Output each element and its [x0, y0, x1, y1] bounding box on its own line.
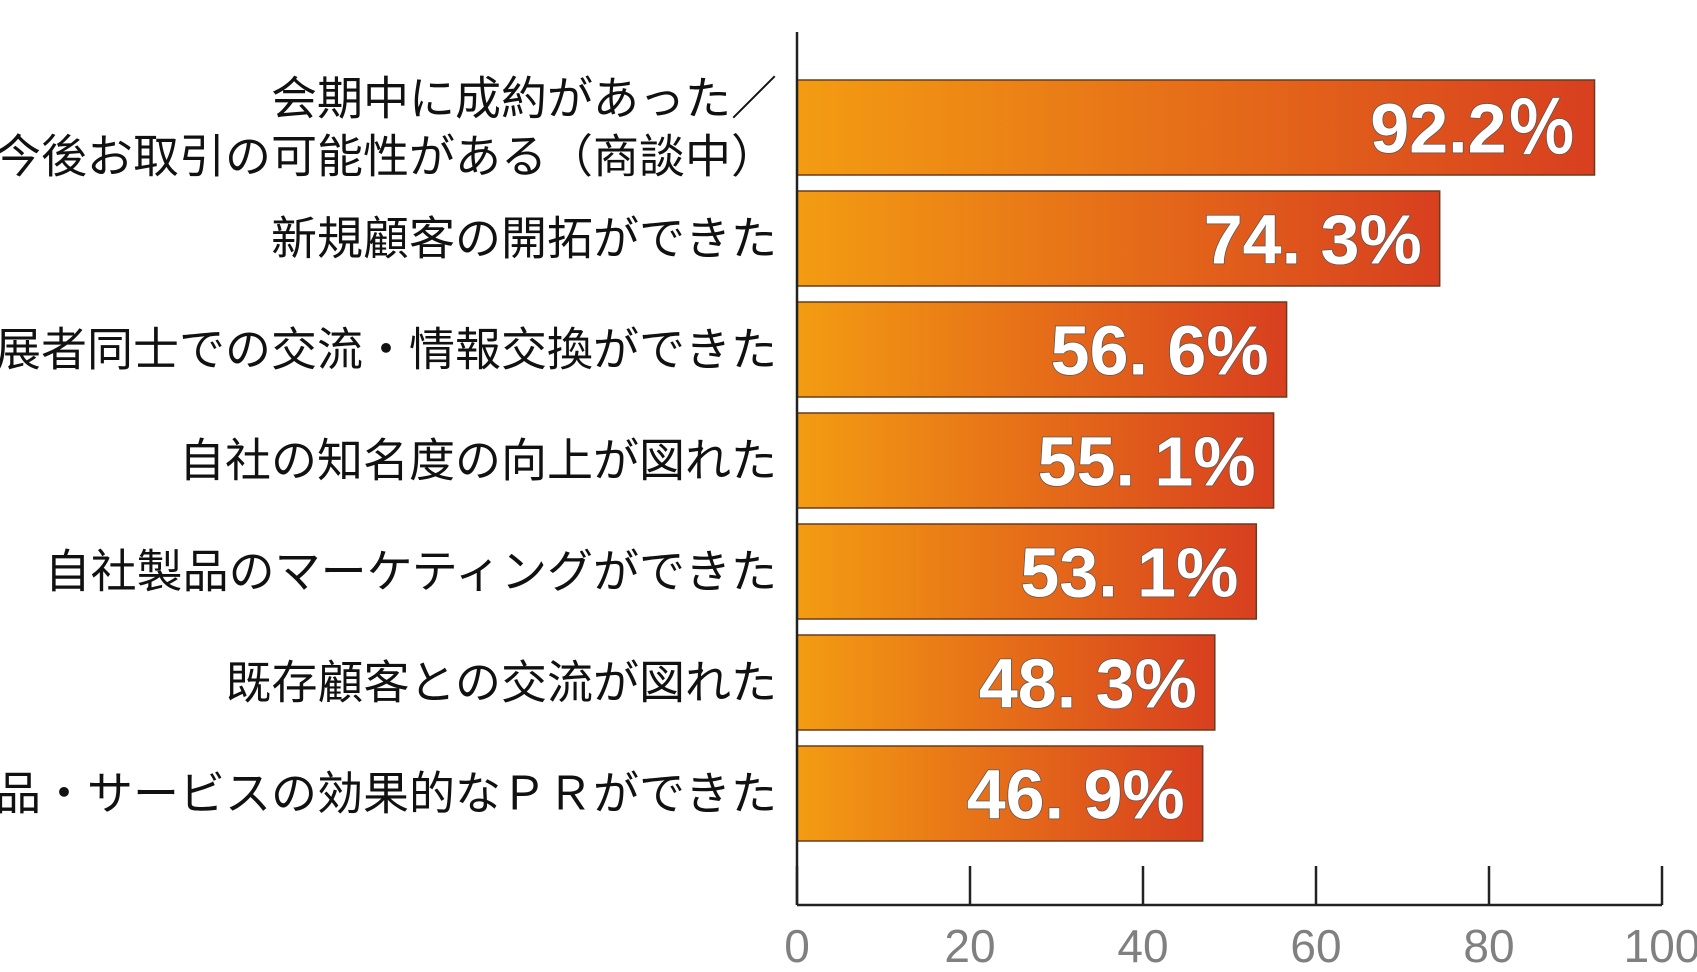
- data-label-4: 53. 1%: [1020, 534, 1238, 612]
- bar-3: [796, 412, 1275, 509]
- category-label-0: 会期中に成約があった／今後お取引の可能性がある（商談中）: [0, 72, 777, 184]
- category-label-5: 既存顧客との交流が図れた: [225, 656, 777, 710]
- data-label-3: 55. 1%: [1038, 423, 1256, 501]
- category-label-4: 自社製品のマーケティングができた: [45, 545, 777, 599]
- bar-6: [796, 745, 1204, 842]
- category-label-3: 自社の知名度の向上が図れた: [179, 434, 777, 488]
- bar-1: [796, 190, 1441, 287]
- data-label-5: 48. 3%: [979, 645, 1197, 723]
- category-label-6: 新商品・サービスの効果的なＰＲができた: [0, 767, 777, 821]
- bar-2: [796, 301, 1288, 398]
- data-label-6: 46. 9%: [967, 756, 1185, 834]
- data-label-2: 56. 6%: [1051, 312, 1269, 390]
- bar-0: [796, 79, 1596, 176]
- x-tick-label-2: 40: [1117, 920, 1168, 972]
- bar-5: [796, 634, 1216, 731]
- x-tick-label-0: 0: [784, 920, 810, 972]
- data-label-1: 74. 3%: [1204, 201, 1422, 279]
- x-tick-label-4: 80: [1463, 920, 1514, 972]
- x-tick-label-3: 60: [1290, 920, 1341, 972]
- bar-4: [796, 523, 1258, 620]
- category-label-1: 新規顧客の開拓ができた: [271, 212, 777, 266]
- data-label-0: 92.2％: [1370, 90, 1576, 168]
- category-label-2: 出展者同士での交流・情報交換ができた: [0, 323, 777, 377]
- x-tick-label-5: 100: [1624, 920, 1697, 972]
- x-tick-label-1: 20: [944, 920, 995, 972]
